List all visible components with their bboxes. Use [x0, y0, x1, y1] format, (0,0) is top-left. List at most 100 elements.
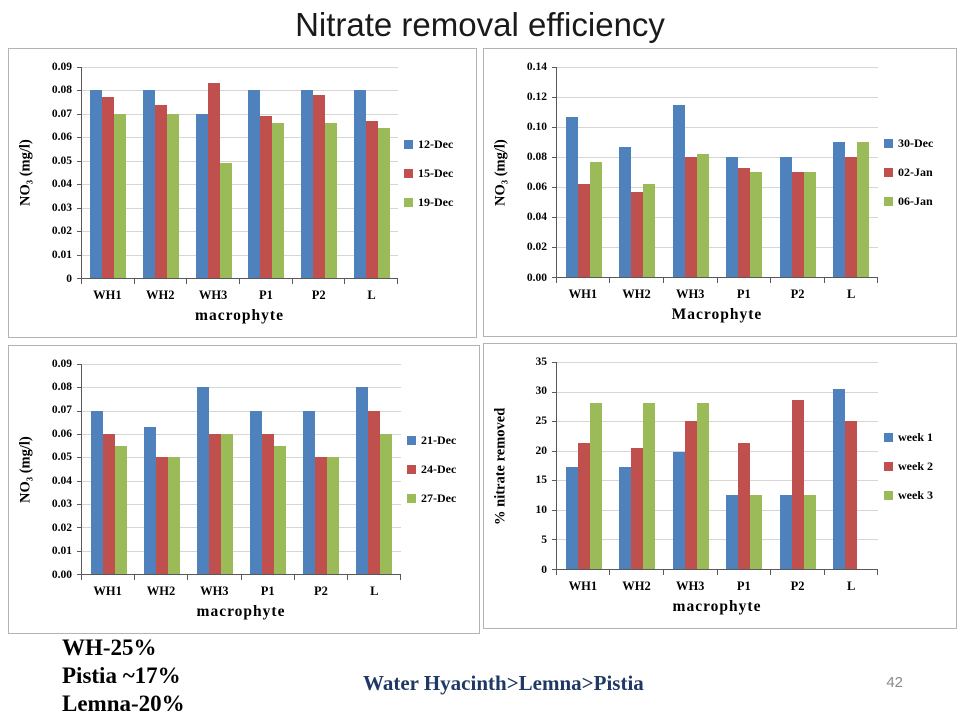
y-tick-mark [77, 387, 82, 389]
bar [577, 184, 590, 277]
plot-area [77, 364, 401, 580]
bar-group [242, 364, 295, 574]
bar [577, 443, 590, 569]
y-tick-label: 0.00 [51, 568, 72, 581]
bar [365, 120, 378, 278]
y-tick-label: 15 [535, 474, 548, 487]
bar [313, 95, 326, 278]
legend-label: 21-Dec [421, 433, 457, 447]
legend-swatch [884, 432, 893, 442]
bar [274, 445, 287, 574]
x-tick-label: WH3 [200, 584, 229, 598]
y-tick-mark [552, 509, 557, 511]
x-axis-ticks: WH1 WH2 WH3 P1 P2 L [81, 575, 401, 599]
y-tick-mark [552, 97, 557, 98]
gridline [82, 160, 398, 162]
y-tick-mark [77, 254, 82, 256]
bars-layer [82, 364, 401, 574]
bar [619, 146, 632, 277]
bars-layer [557, 362, 878, 569]
gridline [82, 387, 401, 389]
legend-swatch [404, 197, 413, 207]
bar-group [187, 67, 240, 278]
x-tick-mark [609, 277, 611, 283]
x-axis-title: macrophyte [672, 598, 762, 615]
chart-nitrate-dec30-jan06: NO₃ (mg/l) 0.14 0.12 0.10 0.08 0.06 0.04 0.02 0.… [483, 48, 957, 337]
bar [260, 116, 273, 278]
bar [803, 172, 816, 277]
x-tick-label: P2 [311, 288, 326, 302]
bar [315, 457, 328, 574]
legend-swatch [884, 168, 893, 177]
gridline [557, 391, 878, 393]
legend-item: 12-Dec [404, 137, 472, 152]
legend-label: 06-Jan [898, 194, 933, 208]
bar [143, 427, 156, 574]
y-tick-label: 0.06 [51, 130, 72, 143]
y-axis-title: NO₃ (mg/l) [17, 436, 34, 503]
gridline [557, 539, 878, 541]
bar [696, 403, 709, 569]
bar [833, 142, 846, 277]
summary-notes: WH-25% Pistia ~17% Lemna-20% [62, 634, 185, 718]
y-tick-mark [77, 278, 82, 279]
legend-swatch [407, 465, 416, 474]
x-tick-label: WH2 [146, 288, 175, 302]
bar-group [135, 67, 188, 278]
y-tick-label: 0.02 [526, 241, 547, 254]
y-axis-ticks: 0.09 0.08 0.07 0.06 0.05 0.04 0.03 0.02 0.01 0.00 [37, 358, 81, 580]
y-tick-mark [77, 457, 82, 459]
page-number: 42 [886, 674, 903, 691]
bar-group [82, 364, 135, 574]
y-tick-label: 20 [535, 444, 548, 457]
bar [833, 388, 846, 569]
y-tick-label: 0 [541, 563, 547, 576]
y-tick-label: 0 [66, 272, 72, 285]
y-tick-label: 0.14 [526, 60, 547, 73]
bar-group [557, 362, 611, 569]
y-tick-mark [77, 504, 82, 506]
bar [114, 445, 127, 574]
bar [672, 104, 685, 277]
y-tick-mark [77, 67, 82, 68]
chart-nitrate-dec12-19: NO₃ (mg/l) 0.09 0.08 0.07 0.06 0.05 0.04 0.03 0.… [8, 48, 477, 338]
y-axis-title: NO₃ (mg/l) [17, 139, 34, 207]
gridline [557, 127, 878, 128]
legend-item: 24-Dec [407, 462, 475, 477]
y-tick-label: 0.03 [51, 201, 72, 214]
y-tick-mark [552, 569, 557, 570]
y-axis-ticks: 0.14 0.12 0.10 0.08 0.06 0.04 0.02 0.00 [512, 61, 556, 283]
gridline [557, 480, 878, 482]
legend-swatch [884, 461, 893, 471]
legend-swatch [407, 436, 416, 445]
bar-group [771, 67, 825, 277]
legend-swatch [884, 490, 893, 500]
bar [565, 116, 578, 277]
bar [272, 123, 285, 278]
x-axis-ticks: WH1 WH2 WH3 P1 P2 L [81, 279, 398, 303]
legend-label: week 2 [898, 458, 933, 473]
x-tick-mark [187, 574, 189, 580]
x-tick-label: WH2 [146, 584, 176, 598]
gridline [82, 480, 401, 482]
gridline [557, 509, 878, 511]
legend-label: 24-Dec [421, 462, 457, 476]
bar [155, 457, 168, 574]
y-tick-label: 0.05 [51, 451, 72, 464]
y-tick-label: 0.04 [51, 474, 72, 487]
bar [845, 157, 858, 277]
x-axis-ticks: WH1 WH2 WH3 P1 P2 L [556, 570, 878, 594]
y-tick-mark [552, 187, 557, 188]
x-tick-label: P2 [314, 584, 328, 598]
bar-group [348, 364, 401, 574]
bars-layer [557, 67, 878, 277]
x-tick-mark [662, 569, 664, 575]
y-tick-label: 0.08 [51, 83, 72, 96]
bar [208, 434, 221, 574]
x-tick-label: P1 [260, 584, 275, 598]
bar-group [240, 67, 293, 278]
bar [684, 421, 697, 569]
legend-swatch [404, 139, 413, 149]
bar-group [345, 67, 398, 278]
